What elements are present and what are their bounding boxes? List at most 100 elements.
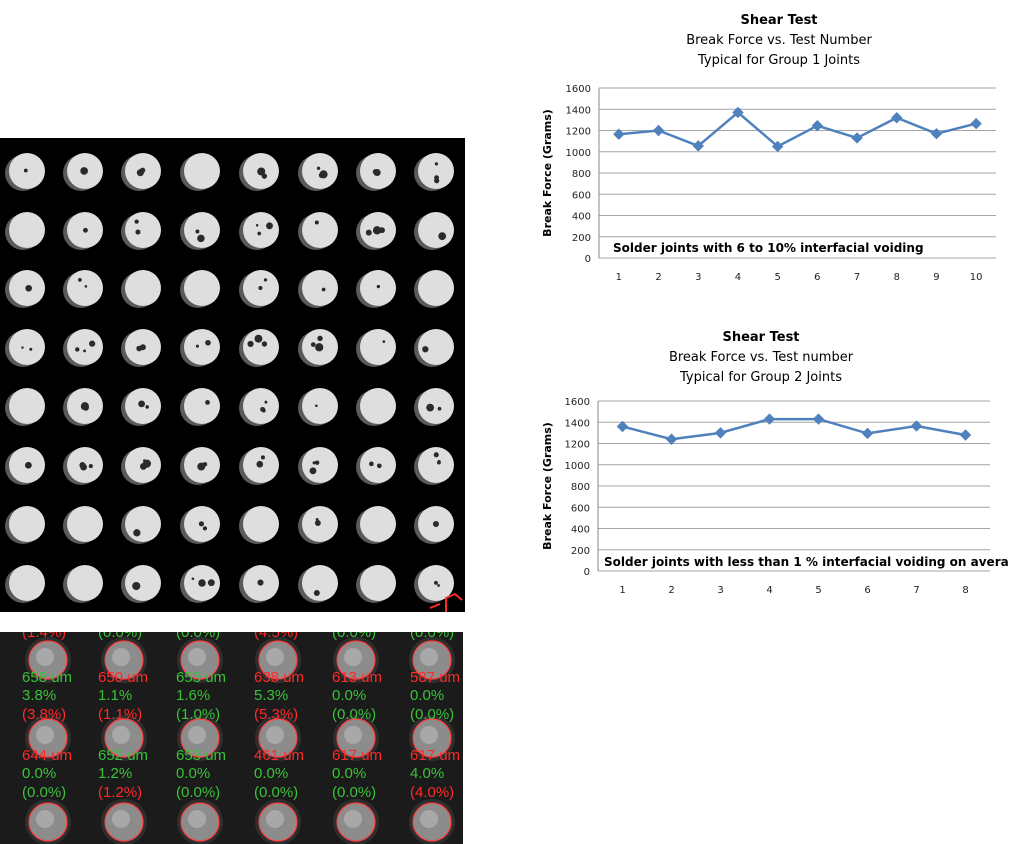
- void-spot: [254, 334, 263, 343]
- void-percent: 0.0%: [254, 765, 288, 782]
- solder-ball: [302, 447, 338, 483]
- void-percent: 0.0%: [332, 687, 366, 704]
- ball-highlight: [112, 726, 130, 744]
- void-spot: [433, 452, 439, 458]
- void-spot: [374, 172, 378, 176]
- void-spot: [139, 463, 147, 470]
- solder-ball: [418, 329, 454, 365]
- data-point-marker: [811, 120, 824, 132]
- void-spot: [261, 408, 266, 413]
- y-tick-label: 800: [571, 482, 590, 493]
- series-line: [622, 417, 966, 441]
- solder-ball: [302, 388, 338, 424]
- ball-highlight: [420, 726, 438, 744]
- data-point-marker: [616, 420, 629, 433]
- data-point-marker: [851, 132, 863, 144]
- void-spot: [256, 460, 264, 468]
- solder-ball: [125, 270, 161, 306]
- y-axis-label: Break Force (Grams): [541, 422, 554, 550]
- solder-ball: [418, 447, 454, 483]
- void-spot: [437, 406, 442, 411]
- void-percent: 5.3%: [254, 687, 288, 704]
- y-tick-label: 600: [572, 190, 591, 201]
- x-tick-label: 8: [894, 272, 900, 283]
- data-point-marker: [959, 429, 972, 441]
- void-spot: [138, 400, 146, 408]
- void-percent-partial: (0.0%): [332, 632, 376, 641]
- void-spot: [24, 461, 32, 469]
- void-spot: [372, 226, 382, 235]
- solder-ball: [67, 506, 103, 542]
- ball-highlight: [420, 648, 438, 666]
- void-percent-paren: (1.1%): [98, 706, 142, 723]
- chart-2-svg: Shear Test Break Force vs. Test number Typ…: [541, 330, 1009, 596]
- void-spot: [197, 234, 205, 243]
- void-percent: 4.0%: [410, 765, 444, 782]
- solder-ball: [184, 329, 220, 365]
- ball-diameter: 652 um: [98, 747, 148, 764]
- data-point-marker: [652, 124, 665, 137]
- ball-diameter: 653 um: [176, 669, 226, 686]
- x-tick-label: 7: [913, 585, 919, 596]
- solder-ball: [418, 212, 454, 248]
- void-spot: [207, 579, 215, 587]
- ball-highlight: [36, 810, 54, 828]
- void-spot: [139, 167, 146, 173]
- void-percent: 0.0%: [176, 765, 210, 782]
- void-spot: [257, 167, 266, 176]
- y-tick-label: 1400: [565, 418, 590, 429]
- ball-highlight: [344, 726, 362, 744]
- void-spot: [264, 400, 268, 404]
- void-spot: [83, 227, 88, 233]
- solder-ball: [302, 153, 338, 189]
- void-spot: [89, 340, 96, 347]
- void-spot: [79, 462, 86, 469]
- y-tick-label: 600: [571, 503, 590, 514]
- solder-ball: [184, 153, 220, 189]
- ball-diameter: 653 um: [176, 747, 226, 764]
- void-percent: 1.1%: [98, 687, 132, 704]
- void-percent-paren: (1.2%): [98, 784, 142, 801]
- void-spot: [437, 584, 440, 587]
- solder-ball: [360, 329, 396, 365]
- void-spot: [263, 278, 268, 282]
- y-tick-label: 200: [571, 546, 590, 557]
- void-spot: [133, 529, 141, 537]
- data-point-marker: [812, 413, 825, 425]
- solder-ball: [418, 270, 454, 306]
- solder-ball: [418, 153, 454, 189]
- x-tick-label: 6: [864, 585, 870, 596]
- data-point-marker: [692, 140, 704, 152]
- void-percent-paren: (5.3%): [254, 706, 298, 723]
- shear-test-chart-group-2: Shear Test Break Force vs. Test number Typ…: [530, 320, 1009, 610]
- ball-highlight: [112, 810, 130, 828]
- void-spot: [75, 347, 80, 352]
- solder-ball: [184, 212, 220, 248]
- x-tick-label: 2: [655, 272, 661, 283]
- void-spot: [315, 404, 318, 408]
- void-spot: [135, 229, 141, 235]
- void-spot: [195, 229, 200, 234]
- void-spot: [145, 405, 149, 409]
- void-spot: [313, 589, 320, 596]
- ball-diameter: 638 um: [254, 669, 304, 686]
- solder-ball: [243, 388, 279, 424]
- void-spot: [143, 459, 146, 463]
- solder-ball: [184, 270, 220, 306]
- void-spot: [422, 346, 429, 353]
- x-tick-label: 10: [970, 272, 983, 283]
- void-percent-paren: (0.0%): [332, 784, 376, 801]
- void-percent: 0.0%: [22, 765, 56, 782]
- solder-ball: [67, 565, 103, 601]
- solder-ball: [360, 506, 396, 542]
- y-tick-label: 400: [572, 212, 591, 223]
- ball-highlight: [344, 648, 362, 666]
- void-spot: [432, 520, 440, 528]
- solder-ball: [125, 212, 161, 248]
- void-percent: 1.2%: [98, 765, 132, 782]
- solder-ball: [125, 565, 161, 601]
- void-percent-paren: (4.0%): [410, 784, 454, 801]
- void-spot: [438, 232, 447, 241]
- void-spot: [365, 229, 372, 236]
- void-spot: [247, 340, 254, 348]
